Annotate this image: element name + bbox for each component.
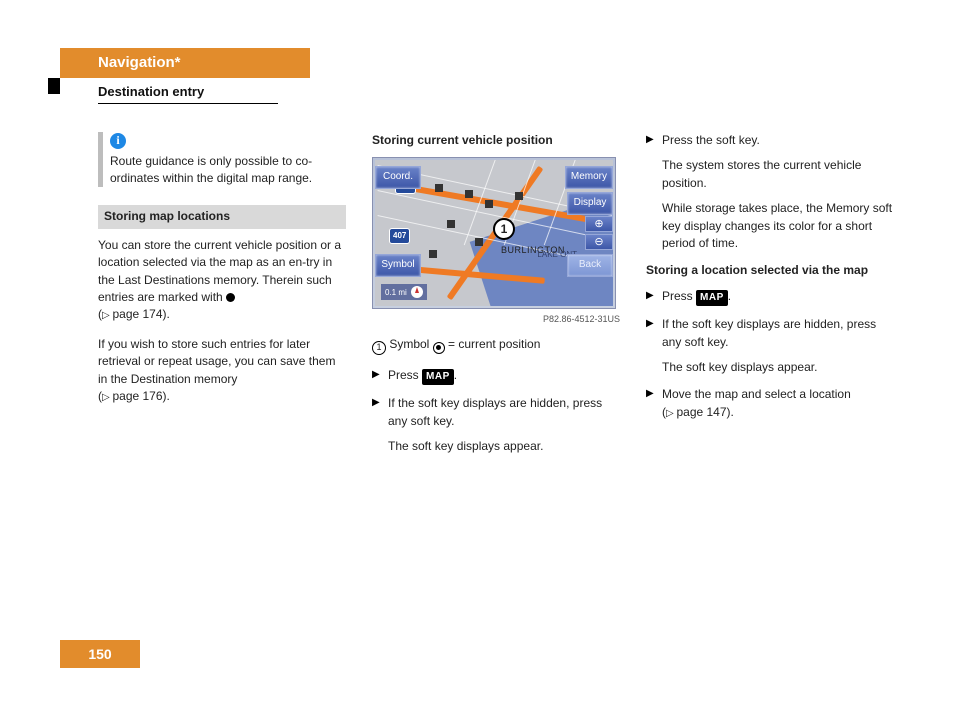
poi-icon [429, 250, 437, 258]
text: = current position [445, 337, 541, 351]
step: Press MAP. [646, 288, 894, 307]
step: Move the map and select a location (page… [646, 386, 894, 421]
softkey-back[interactable]: Back [567, 254, 613, 277]
paragraph: You can store the current vehicle positi… [98, 237, 346, 324]
north-icon [411, 286, 423, 298]
poi-icon [435, 184, 443, 192]
softkey-memory[interactable]: Memory [565, 166, 613, 189]
bullet-dot-icon [226, 293, 235, 302]
column-1: i Route guidance is only possible to co-… [98, 132, 346, 466]
page-ref: page 147). [666, 405, 734, 419]
text: While storage takes place, the Memory so… [662, 201, 892, 250]
poi-icon [485, 200, 493, 208]
hard-key-map: MAP [422, 369, 454, 386]
section-title: Destination entry [98, 84, 906, 99]
info-note: i Route guidance is only possible to co-… [98, 132, 346, 187]
chapter-title: Navigation* [98, 54, 181, 71]
sub-heading: Storing a location selected via the map [646, 262, 894, 279]
poi-icon [447, 220, 455, 228]
position-symbol-icon [433, 342, 445, 354]
text: Symbol [386, 337, 433, 351]
page-ref: page 174). [102, 307, 170, 321]
poi-icon [465, 190, 473, 198]
step: If the soft key displays are hidden, pre… [372, 395, 620, 455]
text: Press [662, 289, 696, 303]
rule [98, 103, 278, 104]
text: If the soft key displays are hidden, pre… [388, 396, 602, 427]
softkey-coord[interactable]: Coord. [375, 166, 421, 189]
paragraph: If you wish to store such entries for la… [98, 336, 346, 406]
text: Press [388, 368, 422, 382]
softkey-symbol[interactable]: Symbol [375, 254, 421, 277]
step: Press MAP. [372, 367, 620, 386]
text: Press the soft key. [662, 133, 760, 147]
hard-key-map: MAP [696, 290, 728, 307]
callout-1-icon: 1 [372, 341, 386, 355]
legend-line: 1 Symbol = current position [372, 336, 620, 355]
page-number: 150 [60, 640, 140, 668]
text: The soft key displays appear. [388, 439, 543, 453]
text: Move the map and select a location [662, 387, 851, 401]
step: Press the soft key. The system stores th… [646, 132, 894, 252]
column-3: Press the soft key. The system stores th… [646, 132, 894, 466]
poi-icon [515, 192, 523, 200]
text: The system stores the current vehicle po… [662, 158, 861, 189]
scale-text: 0.1 mi [385, 287, 407, 299]
text: If the soft key displays are hidden, pre… [662, 317, 876, 348]
zoom-out-button[interactable]: ⊖ [585, 234, 613, 250]
text: You can store the current vehicle positi… [98, 238, 341, 304]
info-icon: i [110, 133, 126, 149]
manual-page: Navigation* Destination entry i Route gu… [48, 48, 906, 668]
grey-heading: Storing map locations [98, 205, 346, 228]
text: If you wish to store such entries for la… [98, 337, 335, 386]
zoom-in-button[interactable]: ⊕ [585, 216, 613, 232]
text: . [454, 368, 457, 382]
step: If the soft key displays are hidden, pre… [646, 316, 894, 376]
scale-bar: 0.1 mi [381, 284, 427, 300]
edge-tab [48, 78, 60, 94]
sub-heading: Storing current vehicle position [372, 132, 620, 149]
text: The soft key displays appear. [662, 360, 817, 374]
softkey-display[interactable]: Display [567, 192, 613, 215]
text: . [728, 289, 731, 303]
info-text: Route guidance is only possible to co-or… [110, 153, 346, 188]
poi-icon [475, 238, 483, 246]
page-ref: page 176). [102, 389, 170, 403]
columns: i Route guidance is only possible to co-… [98, 132, 906, 466]
pin-label: 1 [501, 221, 508, 238]
column-2: Storing current vehicle position 403 407 [372, 132, 620, 466]
route-shield: 407 [389, 228, 410, 244]
image-reference: P82.86-4512-31US [372, 313, 620, 326]
nav-screenshot: 403 407 1 BURLINGTON LAKE ONT 0.1 mi [372, 157, 616, 309]
chapter-header: Navigation* [60, 48, 310, 78]
